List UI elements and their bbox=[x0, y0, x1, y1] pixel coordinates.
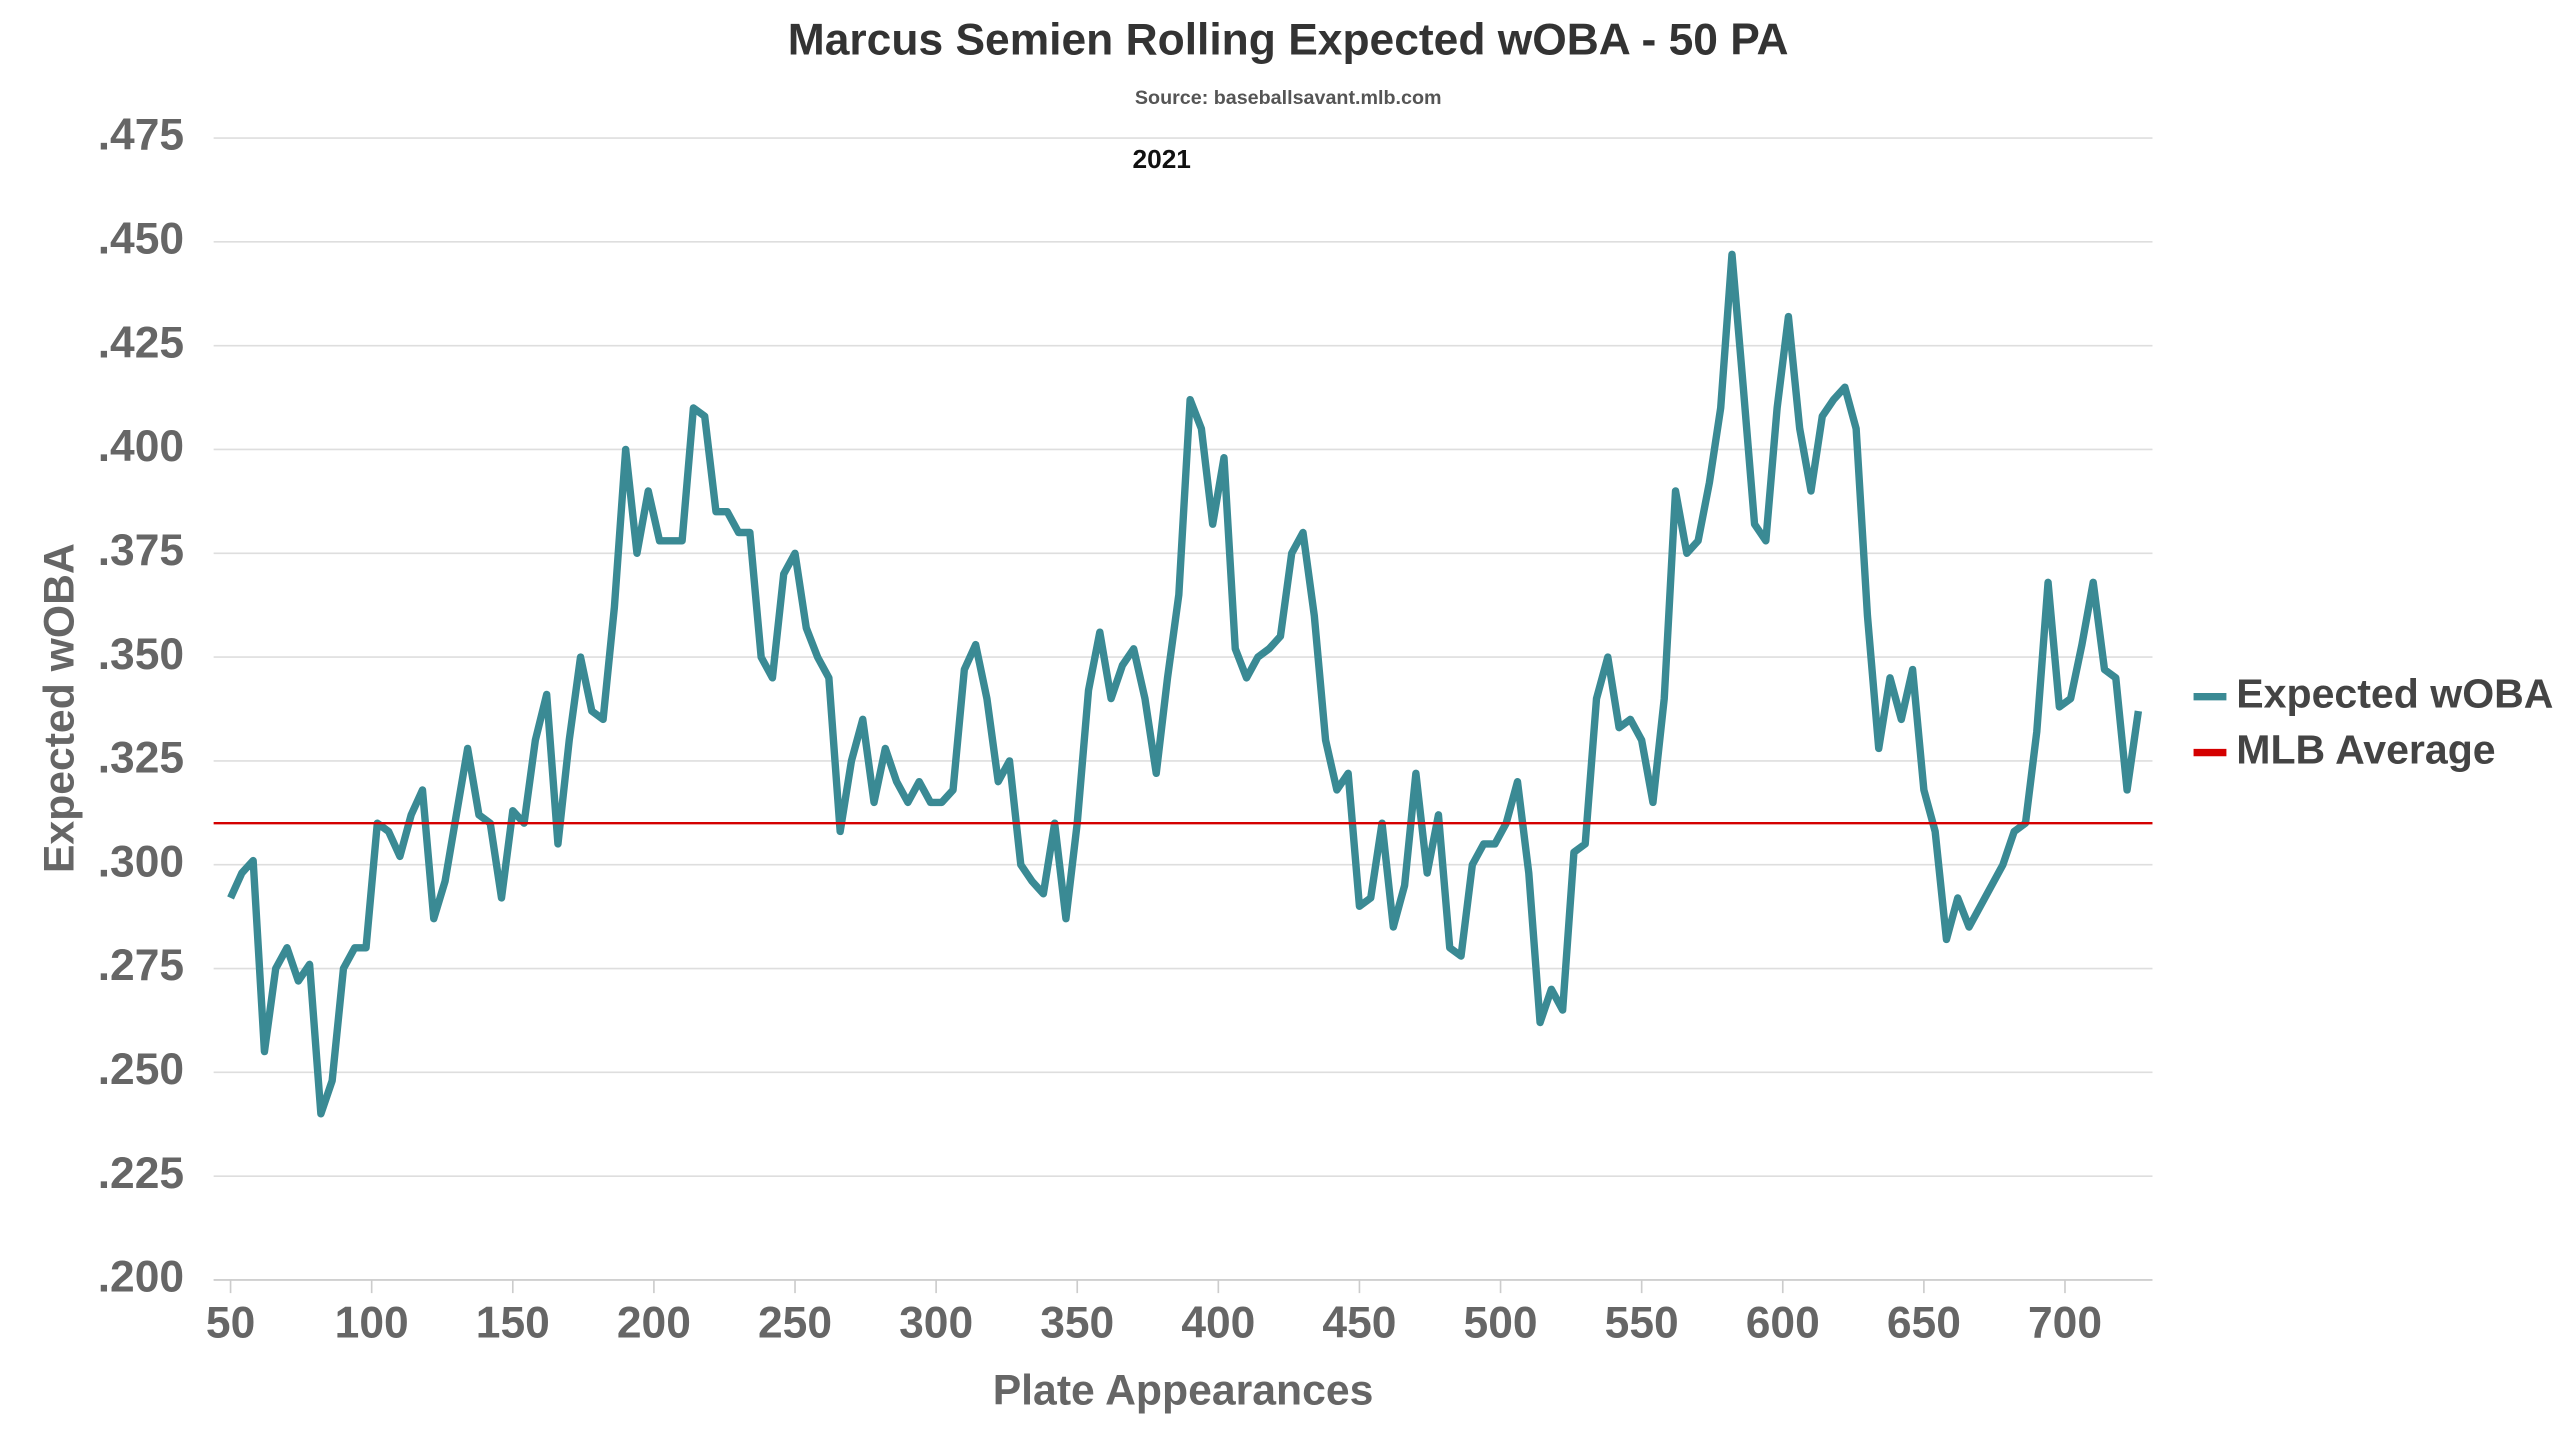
y-tick-label: .250 bbox=[98, 1045, 184, 1094]
y-tick-label: .275 bbox=[98, 941, 184, 990]
legend-label: MLB Average bbox=[2236, 726, 2495, 772]
y-tick-label: .375 bbox=[98, 526, 184, 575]
x-tick-label: 150 bbox=[476, 1299, 550, 1348]
series-line bbox=[227, 250, 2143, 1118]
y-tick-label: .200 bbox=[98, 1253, 184, 1302]
legend-label: Expected wOBA bbox=[2236, 671, 2553, 717]
annotation: 2021 bbox=[1132, 144, 1190, 174]
x-tick-label: 450 bbox=[1322, 1299, 1396, 1348]
y-tick-label: .350 bbox=[98, 630, 184, 679]
chart-title: Marcus Semien Rolling Expected wOBA - 50… bbox=[788, 15, 1789, 64]
x-tick-label: 300 bbox=[899, 1299, 973, 1348]
x-tick-label: 650 bbox=[1887, 1299, 1961, 1348]
x-tick-label: 700 bbox=[2028, 1299, 2102, 1348]
x-axis-label: Plate Appearances bbox=[993, 1367, 1374, 1415]
x-tick-label: 350 bbox=[1040, 1299, 1114, 1348]
x-tick-label: 200 bbox=[617, 1299, 691, 1348]
y-tick-label: .450 bbox=[98, 215, 184, 264]
x-tick-label: 250 bbox=[758, 1299, 832, 1348]
y-tick-label: .475 bbox=[98, 111, 184, 160]
x-tick-label: 400 bbox=[1181, 1299, 1255, 1348]
y-tick-label: .225 bbox=[98, 1149, 184, 1198]
x-tick-label: 100 bbox=[335, 1299, 409, 1348]
y-tick-label: .325 bbox=[98, 734, 184, 783]
x-tick-label: 500 bbox=[1464, 1299, 1538, 1348]
y-tick-label: .400 bbox=[98, 422, 184, 471]
y-tick-label: .425 bbox=[98, 318, 184, 367]
y-tick-label: .300 bbox=[98, 837, 184, 886]
chart-subtitle: Source: baseballsavant.mlb.com bbox=[1135, 87, 1442, 109]
x-tick-label: 50 bbox=[206, 1299, 255, 1348]
y-axis-label: Expected wOBA bbox=[36, 543, 84, 873]
x-tick-label: 550 bbox=[1605, 1299, 1679, 1348]
x-tick-label: 600 bbox=[1746, 1299, 1820, 1348]
